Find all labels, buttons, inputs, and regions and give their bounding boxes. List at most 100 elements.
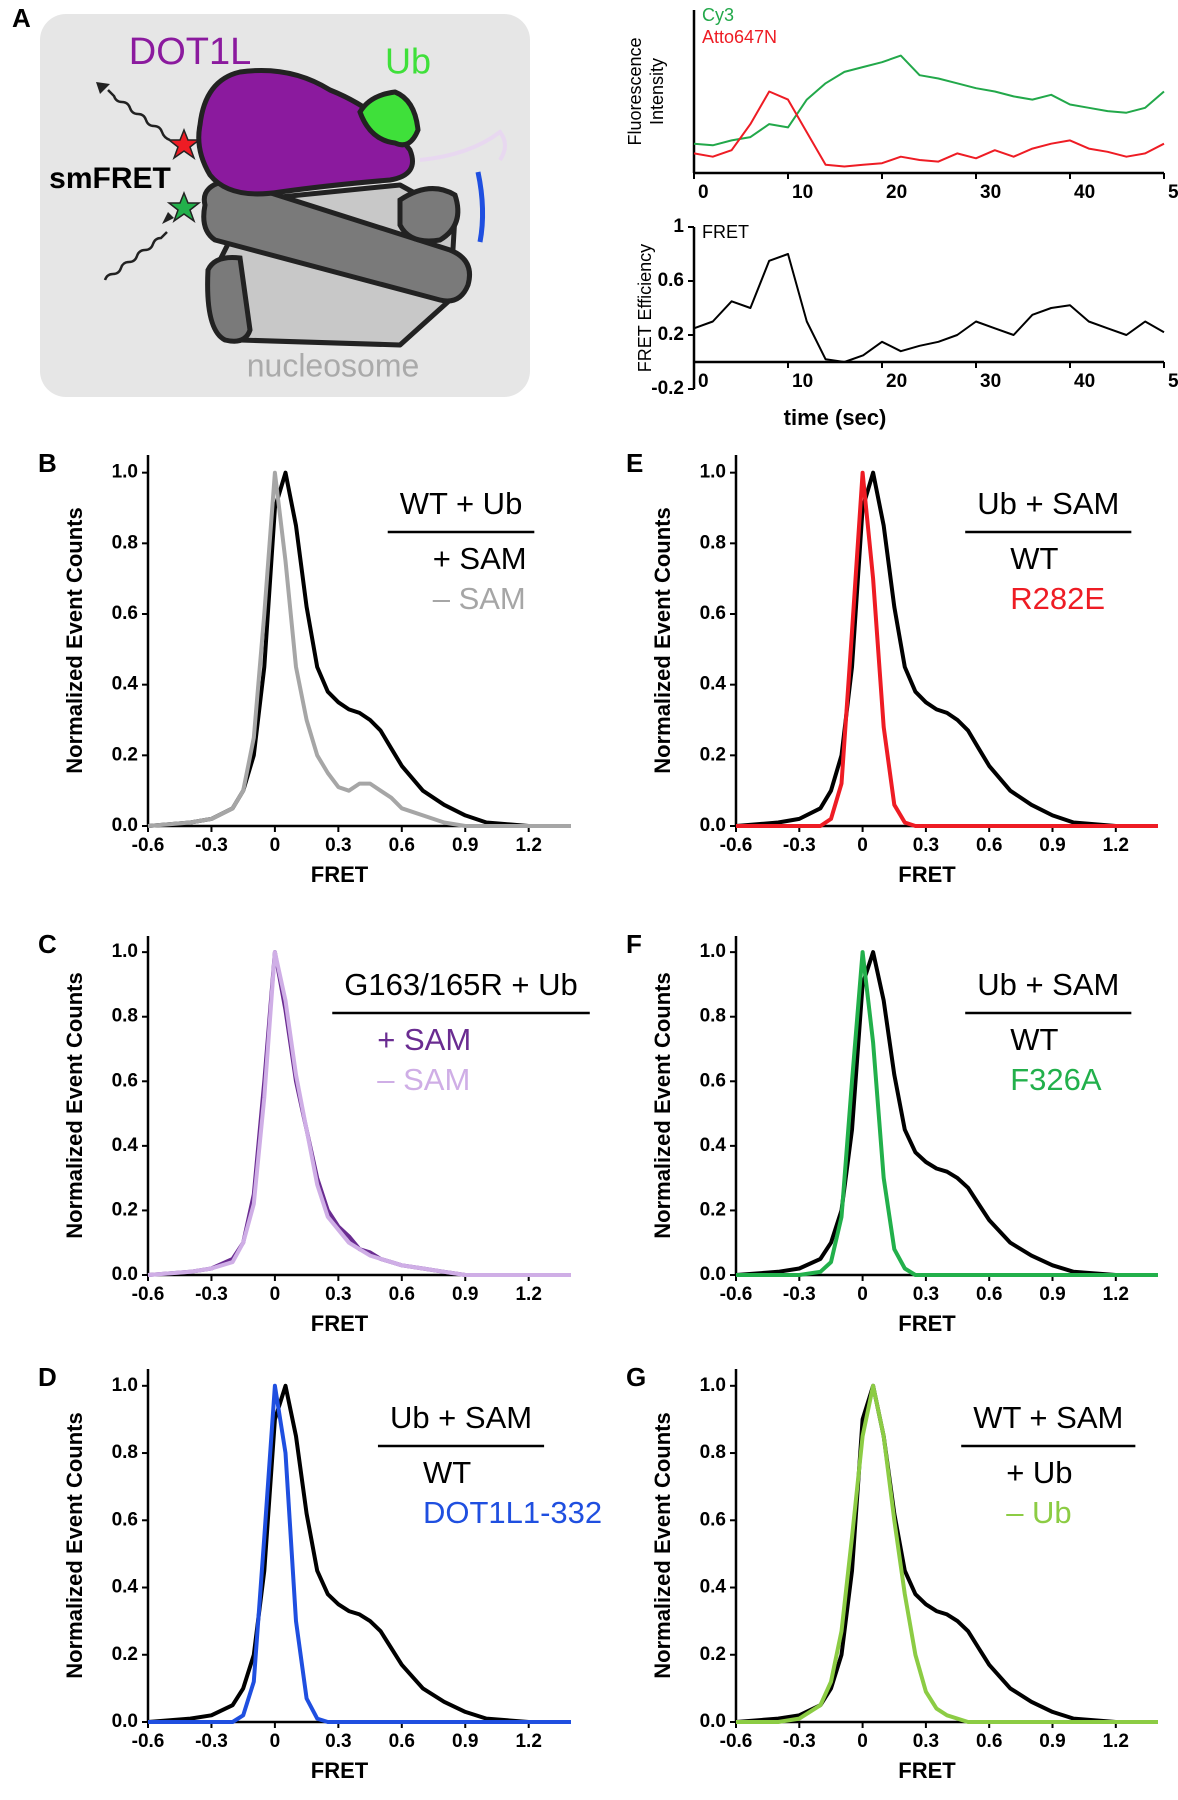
x-tick-label: 0.6 [976,835,1002,856]
method-label: smFRET [49,162,171,195]
x-tick-label: 1.2 [515,1731,541,1752]
x-tick-label: 0.3 [325,1731,351,1752]
series-line [735,950,1158,1277]
panel-label: D [38,1362,57,1392]
x-tick-label: 1.2 [1103,835,1129,856]
y-tick-label: 0.0 [700,1264,726,1285]
y-tick-label: 0.2 [700,1199,726,1220]
y-tick-label: 0.2 [112,1199,138,1220]
y-tick-label: 0.0 [112,815,138,836]
y-tick-label: 0.4 [112,1135,139,1156]
x-tick-label: 0.6 [389,1731,415,1752]
x-tick-label: 0.9 [452,835,478,856]
x-tick-label: -0.3 [195,1284,228,1305]
x-tick-label: 50 [1168,182,1178,203]
y-tick-label: 1 [673,216,684,237]
x-tick-label: -0.6 [132,835,165,856]
y-tick-label: 1.0 [112,941,138,962]
x-tick-label: 0.6 [389,835,415,856]
legend-entry: + SAM [433,541,527,576]
x-tick-label: 40 [1074,182,1095,203]
x-tick-label: 0.9 [452,1731,478,1752]
y-tick-label: 0.6 [112,1509,138,1530]
y-tick-label: 0.2 [700,1644,726,1665]
arrow-head [96,82,110,94]
x-tick-label: -0.6 [132,1284,165,1305]
y-tick-label: 0.4 [700,1135,727,1156]
y-tick-label: 0.6 [112,1070,138,1091]
ub-tail [419,129,507,162]
x-axis-label: FRET [311,1758,369,1783]
x-tick-label: 1.2 [515,1284,541,1305]
series-line [147,1383,571,1724]
x-tick-label: 0 [698,371,709,392]
series-line [735,1383,1158,1724]
y-tick-label: 0.2 [700,744,726,765]
legend-entry: + Ub [1006,1455,1072,1490]
x-tick-label: 1.2 [1103,1284,1129,1305]
series-line [148,1383,571,1724]
y-tick-label: 1.0 [700,1375,726,1396]
h2b-lobe [397,186,461,244]
panel-label: C [38,929,57,959]
legend-entry: DOT1L1-332 [423,1495,602,1530]
y-tick-label: 0.4 [112,674,139,695]
y-tick-label: 0.0 [700,1711,726,1732]
ub-shape [357,89,421,148]
x-tick-label: 0 [270,1284,281,1305]
panel-label: A [12,3,31,33]
series-line [736,950,1158,1277]
x-tick-label: 0.6 [976,1731,1002,1752]
x-tick-label: 50 [1168,371,1178,392]
x-tick-label: -0.3 [195,835,228,856]
panel-label: B [38,448,57,478]
x-tick-label: 10 [792,182,813,203]
legend-entry: – SAM [377,1062,470,1097]
y-tick-label: 0.8 [700,1442,726,1463]
y-tick-label: 0.0 [112,1264,138,1285]
excitation-arrow [103,231,168,281]
protein-label: DOT1L [129,31,251,73]
series-line [693,90,1165,168]
x-tick-label: -0.3 [783,835,816,856]
dot1l-shape [196,67,415,197]
y-axis-label: Normalized Event Counts [650,972,675,1238]
x-tick-label: -0.6 [720,1731,753,1752]
y-tick-label: 0.0 [700,815,726,836]
panel-label: F [626,929,642,959]
legend-entry: – SAM [433,581,526,616]
x-tick-label: 0.9 [452,1284,478,1305]
emission-arrow [107,89,171,142]
y-tick-label: 0.6 [700,1070,726,1091]
y-tick-label: 0.6 [658,270,684,291]
legend-entry: WT [1010,541,1058,576]
y-tick-label: 0.8 [700,532,726,553]
y-axis-label: Normalized Event Counts [62,507,87,773]
y-tick-label: 0.4 [700,1577,727,1598]
x-tick-label: 40 [1074,371,1095,392]
x-axis-label: FRET [898,1758,956,1783]
x-tick-label: -0.3 [195,1731,228,1752]
y-axis-label: Normalized Event Counts [62,972,87,1238]
y-tick-label: 1.0 [700,941,726,962]
y-axis-label: Fluorescence Intensity [625,37,667,145]
x-tick-label: 0.3 [325,835,351,856]
legend-title: Ub + SAM [977,486,1119,521]
x-tick-label: 0.3 [913,1731,939,1752]
x-tick-label: 0.3 [325,1284,351,1305]
legend-title: Ub + SAM [977,967,1119,1002]
x-tick-label: 0.9 [1039,1731,1065,1752]
legend-entry: FRET [702,222,749,242]
x-tick-label: 0 [857,1731,868,1752]
x-tick-label: 0.9 [1039,835,1065,856]
x-tick-label: 0 [270,1731,281,1752]
dna-label [475,171,486,243]
legend-entry: Atto647N [702,27,777,47]
x-tick-label: -0.6 [720,1284,753,1305]
series-line [736,1383,1158,1724]
diagram: A DOT1L Ub smFRET nucleosome [12,3,530,397]
donor-star [166,190,202,223]
x-tick-label: -0.3 [783,1284,816,1305]
series-line [693,54,1165,147]
